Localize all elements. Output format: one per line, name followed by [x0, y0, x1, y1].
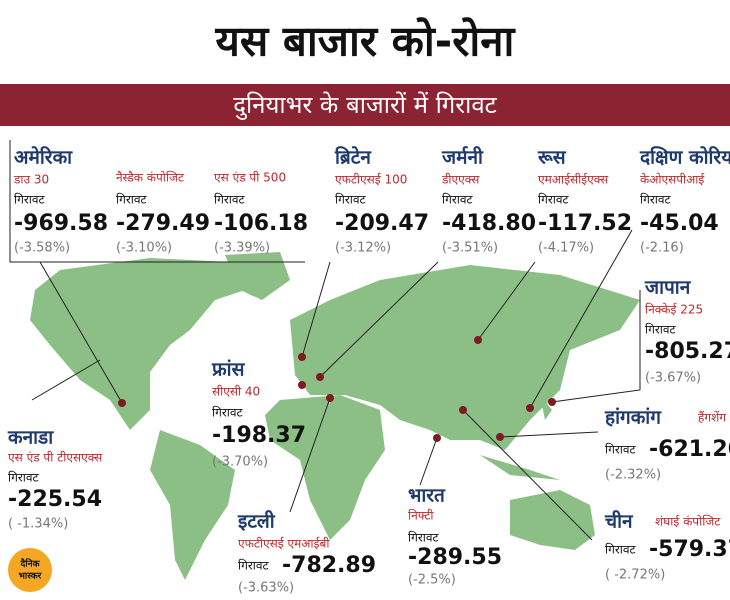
drop-label: गिरावट: [538, 193, 570, 207]
index-name: एफटीएसई 100: [335, 173, 407, 187]
country-name: भारत: [408, 485, 446, 507]
drop-label: गिरावट: [442, 193, 474, 207]
drop-label: गिरावट: [8, 471, 40, 485]
world-map: [30, 252, 640, 580]
drop-label: गिरावट: [14, 193, 46, 207]
point-change: -418.80: [442, 211, 536, 236]
country-name: अमेरिका: [14, 146, 73, 169]
point-change: -45.04: [640, 211, 719, 236]
index-name: हैंगशेंग: [698, 411, 726, 425]
percent-change: ( -2.72%): [605, 568, 665, 583]
index-name: डाउ 30: [13, 173, 49, 187]
leader-lines: [9, 140, 641, 541]
index-name: केओएसपीआई: [640, 173, 705, 187]
percent-change: (-3.63%): [238, 581, 294, 596]
logo-badge: [8, 548, 52, 592]
drop-label: गिरावट: [214, 193, 246, 207]
subtitle: दुनियाभर के बाजारों में गिरावट: [233, 91, 497, 120]
subtitle-band: [0, 84, 730, 126]
percent-change: (-2.5%): [408, 573, 456, 588]
country-name: रूस: [537, 147, 567, 169]
point-change: -579.37: [649, 537, 730, 562]
point-change: -782.89: [282, 553, 376, 578]
point-change: -117.52: [538, 211, 632, 236]
percent-change: (-4.17%): [538, 241, 594, 256]
point-change: -106.18: [214, 211, 308, 236]
point-change: -969.58: [14, 211, 108, 236]
point-change: -805.27: [645, 339, 730, 364]
index-name: एफटीएसई एमआईबी: [238, 537, 330, 551]
index-name: डीएएक्स: [441, 173, 480, 187]
index-name: नैस्डैक कंपोजिट: [116, 171, 185, 185]
country-name: जापान: [644, 277, 692, 299]
market-dots: [118, 336, 556, 442]
logo-line: दैनिक: [19, 558, 40, 570]
percent-change: ( -1.34%): [8, 517, 68, 532]
index-name: निक्केई 225: [645, 303, 703, 317]
drop-label: गिरावट: [116, 193, 148, 207]
country-name: इटली: [237, 510, 276, 533]
percent-change: (-3.39%): [214, 241, 270, 256]
drop-label: गिरावट: [335, 193, 367, 207]
country-name: ब्रिटेन: [334, 146, 372, 169]
percent-change: (-3.51%): [442, 241, 498, 256]
percent-change: (-3.70%): [212, 455, 268, 470]
point-change: -279.49: [116, 211, 210, 236]
country-name: फ्रांस: [211, 359, 246, 381]
index-name: शंघाई कंपोजिट: [655, 515, 721, 529]
percent-change: (-3.58%): [14, 241, 70, 256]
index-name: एस एंड पी 500: [214, 171, 286, 185]
country-name: चीन: [604, 510, 634, 533]
point-change: -198.37: [212, 423, 306, 448]
drop-label: गिरावट: [238, 559, 270, 573]
index-name: सीएसी 40: [212, 385, 260, 399]
index-name: निफ्टी: [408, 509, 434, 523]
country-name: जर्मनी: [441, 146, 484, 169]
drop-label: गिरावट: [640, 193, 672, 207]
point-change: -225.54: [8, 487, 102, 512]
percent-change: (-2.16): [640, 241, 684, 256]
percent-change: (-3.67%): [645, 371, 701, 386]
index-name: एस एंड पी टीएसएक्स: [8, 451, 103, 465]
point-change: -289.55: [408, 545, 502, 570]
index-name: एमआईसीईएक्स: [538, 173, 609, 187]
drop-label: गिरावट: [605, 443, 637, 457]
drop-label: गिरावट: [408, 531, 440, 545]
country-name: दक्षिण कोरिया: [639, 146, 730, 169]
drop-label: गिरावट: [605, 543, 637, 557]
point-change: -209.47: [335, 211, 429, 236]
drop-label: गिरावट: [645, 323, 677, 337]
drop-label: गिरावट: [212, 406, 244, 420]
country-name: कनाडा: [7, 427, 54, 449]
point-change: -621.20: [649, 437, 730, 462]
percent-change: (-3.10%): [116, 241, 172, 256]
logo-line: भास्कर: [19, 572, 42, 582]
percent-change: (-2.32%): [605, 468, 661, 483]
percent-change: (-3.12%): [335, 241, 391, 256]
title: यस बाजार को-रोना: [215, 17, 517, 66]
country-name: हांगकांग: [604, 407, 662, 429]
